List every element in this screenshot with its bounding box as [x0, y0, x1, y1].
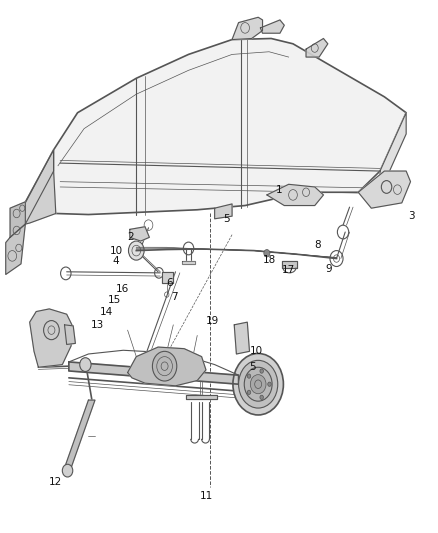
Text: 1: 1 — [276, 184, 282, 195]
Text: 7: 7 — [171, 292, 178, 302]
Text: 13: 13 — [91, 320, 104, 330]
Polygon shape — [267, 184, 323, 206]
Polygon shape — [69, 362, 239, 384]
Circle shape — [268, 382, 271, 386]
Text: 8: 8 — [315, 240, 321, 251]
Text: 11: 11 — [199, 490, 213, 500]
Circle shape — [247, 374, 251, 378]
Polygon shape — [130, 227, 149, 241]
Circle shape — [62, 464, 73, 477]
Circle shape — [244, 367, 272, 401]
Text: 14: 14 — [99, 306, 113, 317]
Circle shape — [260, 369, 263, 373]
Text: 19: 19 — [206, 316, 219, 326]
Text: 16: 16 — [116, 284, 129, 294]
Text: 6: 6 — [166, 278, 173, 288]
Circle shape — [80, 358, 91, 372]
Circle shape — [260, 395, 263, 399]
Polygon shape — [234, 322, 250, 354]
Circle shape — [128, 241, 144, 260]
Polygon shape — [380, 113, 406, 192]
Polygon shape — [186, 395, 217, 399]
Text: 15: 15 — [108, 295, 121, 305]
Polygon shape — [6, 224, 25, 274]
Polygon shape — [25, 150, 56, 224]
Text: 4: 4 — [113, 256, 119, 266]
Circle shape — [152, 351, 177, 381]
Text: 10: 10 — [250, 346, 263, 357]
Polygon shape — [25, 38, 406, 215]
Circle shape — [233, 353, 283, 415]
Text: 5: 5 — [223, 214, 230, 224]
Text: 17: 17 — [282, 265, 295, 275]
Circle shape — [251, 375, 266, 394]
Text: 9: 9 — [325, 264, 332, 274]
Polygon shape — [232, 17, 262, 39]
Text: 3: 3 — [408, 211, 415, 221]
Polygon shape — [64, 400, 95, 468]
Text: 2: 2 — [127, 232, 134, 243]
Circle shape — [239, 360, 278, 408]
Polygon shape — [260, 20, 284, 33]
Text: 10: 10 — [110, 246, 124, 256]
Polygon shape — [358, 171, 410, 208]
Polygon shape — [182, 261, 195, 264]
Polygon shape — [306, 38, 328, 57]
Text: 12: 12 — [48, 477, 62, 487]
Polygon shape — [282, 261, 297, 268]
Polygon shape — [10, 202, 25, 237]
Polygon shape — [127, 347, 206, 386]
Polygon shape — [25, 150, 53, 224]
Text: 5: 5 — [250, 362, 256, 372]
Text: 18: 18 — [262, 255, 276, 264]
Polygon shape — [215, 204, 232, 219]
Polygon shape — [162, 272, 173, 284]
Polygon shape — [64, 325, 75, 344]
Polygon shape — [30, 309, 73, 367]
Circle shape — [247, 390, 251, 394]
Circle shape — [264, 249, 270, 257]
